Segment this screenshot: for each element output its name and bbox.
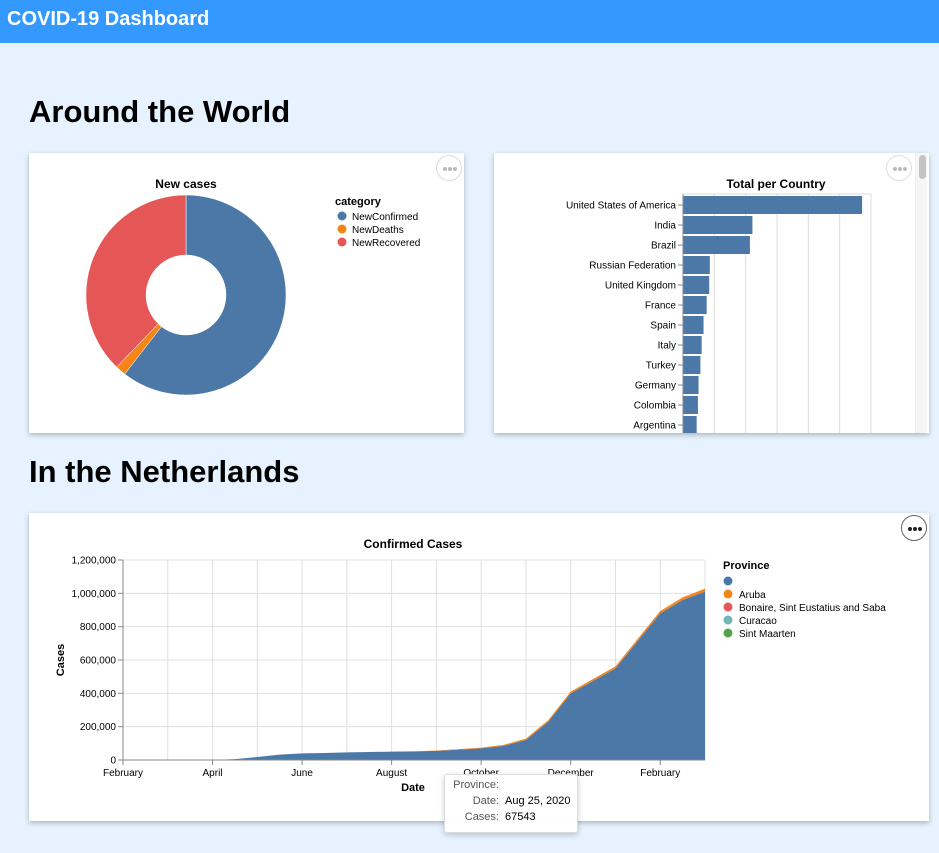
y-tick-label: 1,200,000 xyxy=(72,556,117,567)
category-label: United States of America xyxy=(566,201,676,212)
legend-symbol xyxy=(723,615,733,625)
y-tick-label: 200,000 xyxy=(80,722,117,733)
bar-chart-menu-button[interactable] xyxy=(886,155,912,181)
scrollbar-thumb[interactable] xyxy=(919,155,926,179)
legend-symbol-newrecovered xyxy=(337,237,347,247)
category-label: Brazil xyxy=(651,241,676,252)
y-tick-label: 0 xyxy=(110,756,116,767)
legend-symbol xyxy=(723,589,733,599)
legend-symbol xyxy=(723,576,733,586)
tooltip-cases-label: Cases: xyxy=(464,811,499,823)
x-tick-label: February xyxy=(640,768,680,779)
chart-tooltip: Province: Date: Aug 25, 2020 Cases: 6754… xyxy=(444,774,578,833)
category-label: France xyxy=(645,301,677,312)
category-label: Italy xyxy=(658,341,676,352)
bar[interactable] xyxy=(683,196,863,214)
category-label: Colombia xyxy=(634,401,677,412)
category-label: Turkey xyxy=(646,361,676,372)
bar[interactable] xyxy=(683,316,704,334)
bar[interactable] xyxy=(683,416,697,433)
bar[interactable] xyxy=(683,296,707,314)
tooltip-province-label: Province: xyxy=(453,779,499,791)
y-tick-label: 800,000 xyxy=(80,622,117,633)
y-tick-label: 1,000,000 xyxy=(72,589,117,600)
x-tick-label: December xyxy=(548,768,595,779)
legend-label-newrecovered: NewRecovered xyxy=(352,238,420,249)
legend-label-newdeaths: NewDeaths xyxy=(352,225,404,236)
category-label: India xyxy=(654,221,676,232)
area-chart-title: Confirmed Cases xyxy=(364,537,463,551)
y-tick-label: 600,000 xyxy=(80,656,117,667)
legend-symbol xyxy=(723,602,733,612)
area-chart-card: Confirmed Cases 0 200,000 400,000 600,000 80… xyxy=(29,513,929,821)
x-tick-label: April xyxy=(203,768,223,779)
bar-chart: Total per Country United States of Ameri… xyxy=(566,177,872,433)
pie-chart-menu-button[interactable] xyxy=(436,155,462,181)
top-bar: COVID-19 Dashboard xyxy=(0,0,939,43)
pie-chart: New cases category NewConfirmed NewDeaths… xyxy=(85,177,420,396)
bar[interactable] xyxy=(683,276,710,294)
legend-label: Aruba xyxy=(739,590,766,601)
legend-label: Sint Maarten xyxy=(739,629,796,640)
y-axis-label: Cases xyxy=(55,644,67,676)
bar[interactable] xyxy=(683,216,753,234)
legend-symbol-newconfirmed xyxy=(337,211,347,221)
app-title: COVID-19 Dashboard xyxy=(7,8,210,30)
category-label: Russian Federation xyxy=(589,261,676,272)
x-tick-label: October xyxy=(463,768,499,779)
y-tick-label: 400,000 xyxy=(80,689,117,700)
bar[interactable] xyxy=(683,256,710,274)
area-series[interactable] xyxy=(123,591,705,760)
section-title-netherlands: In the Netherlands xyxy=(29,454,300,489)
category-label: Spain xyxy=(650,321,676,332)
tooltip-date-label: Date: xyxy=(472,795,499,807)
pie-slice-newrecovered[interactable] xyxy=(85,194,187,368)
x-tick-label: June xyxy=(291,768,313,779)
legend-label: Bonaire, Sint Eustatius and Saba xyxy=(739,603,886,614)
bar-chart-title: Total per Country xyxy=(726,177,825,191)
x-tick-label: August xyxy=(376,768,407,779)
x-axis-label: Date xyxy=(401,782,425,794)
bar[interactable] xyxy=(683,236,750,254)
legend-label: Curacao xyxy=(739,616,777,627)
bar[interactable] xyxy=(683,396,698,414)
legend-symbol xyxy=(723,628,733,638)
legend-label-newconfirmed: NewConfirmed xyxy=(352,212,418,223)
category-label: United Kingdom xyxy=(605,281,676,292)
category-label: Germany xyxy=(635,381,676,392)
category-label: Argentina xyxy=(633,421,676,432)
area-chart-menu-button[interactable] xyxy=(901,515,927,541)
section-title-world: Around the World xyxy=(29,94,291,129)
bar[interactable] xyxy=(683,376,699,394)
area-chart: Confirmed Cases 0 200,000 400,000 600,000 80… xyxy=(55,537,886,794)
pie-chart-card: New cases category NewConfirmed NewDeaths… xyxy=(29,153,464,433)
legend-symbol-newdeaths xyxy=(337,224,347,234)
tooltip-date-value: Aug 25, 2020 xyxy=(505,795,571,807)
tooltip-cases-value: 67543 xyxy=(505,811,536,823)
x-tick-label: February xyxy=(103,768,143,779)
pie-slice-newconfirmed[interactable] xyxy=(124,194,287,396)
bar-chart-card: Total per Country United States of Ameri… xyxy=(494,153,929,433)
bar-chart-scrollbar[interactable] xyxy=(915,153,927,433)
bar[interactable] xyxy=(683,356,701,374)
area-legend-title: Province xyxy=(723,560,769,572)
pie-chart-title: New cases xyxy=(155,177,217,191)
pie-legend-title: category xyxy=(335,196,382,208)
bar[interactable] xyxy=(683,336,702,354)
